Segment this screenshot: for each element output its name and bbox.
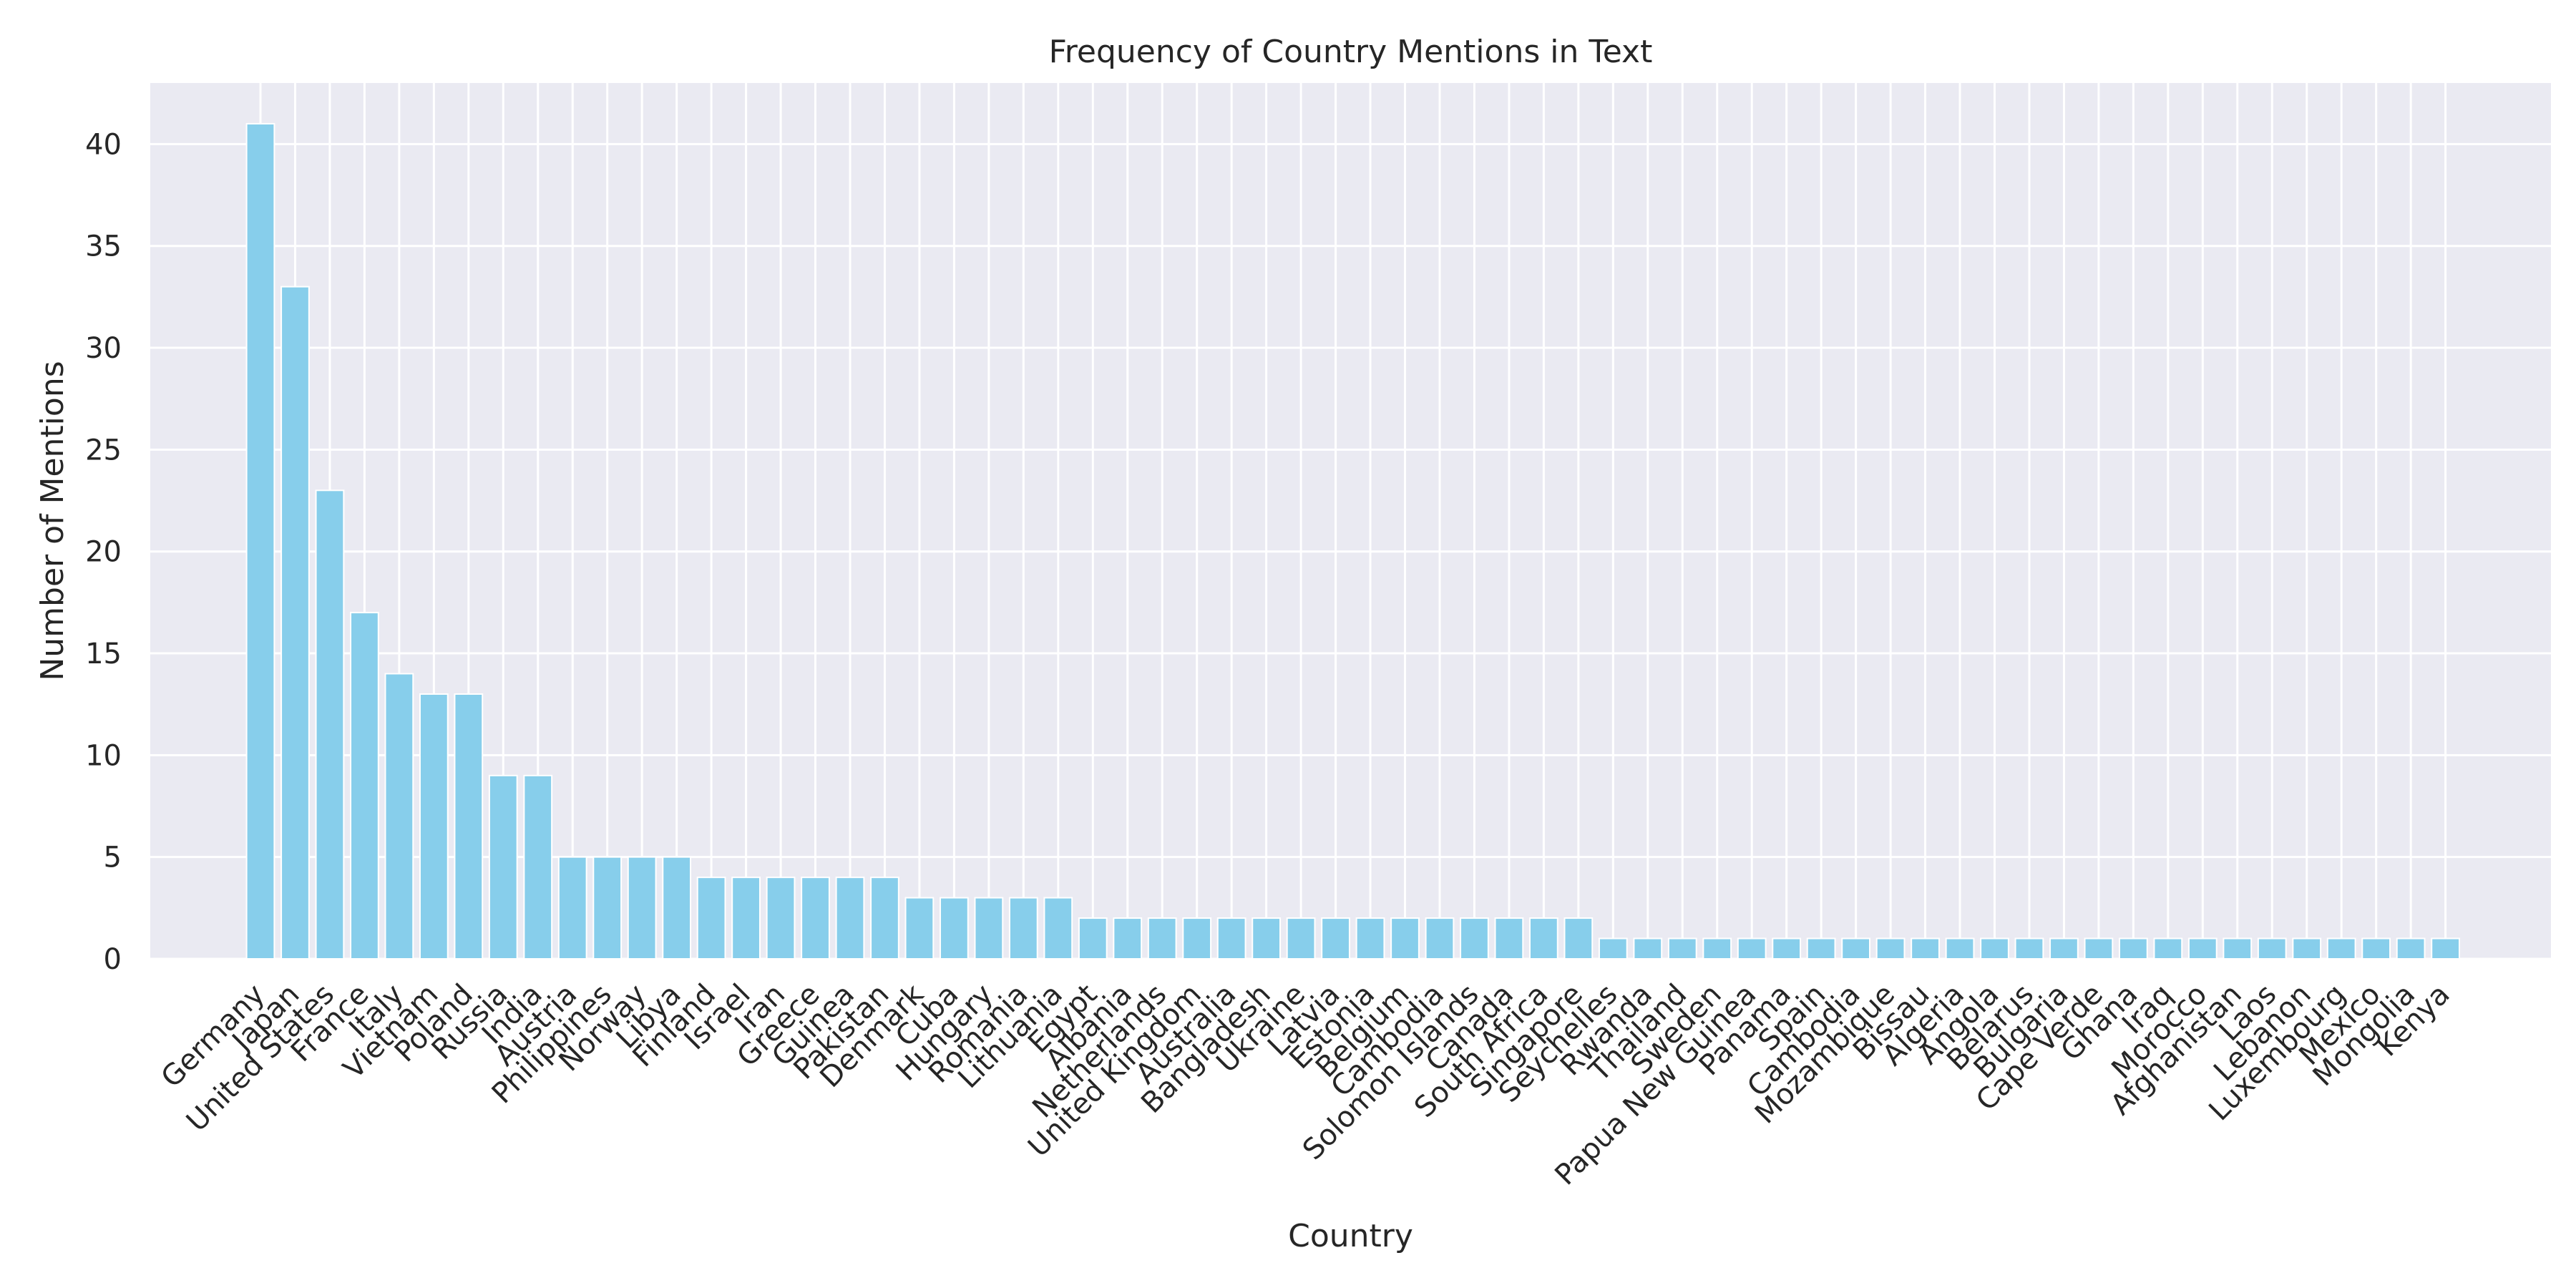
bar (627, 856, 657, 960)
bar (2292, 937, 2322, 960)
bar (835, 877, 865, 960)
bar (523, 774, 553, 960)
y-tick-label: 15 (85, 638, 122, 670)
y-tick-label: 40 (85, 128, 122, 161)
bar (2396, 937, 2426, 960)
bar (766, 877, 796, 960)
y-tick-labels: 0 5 10 15 20 25 30 35 40 (85, 128, 122, 976)
bar (280, 286, 310, 960)
bar (1494, 917, 1524, 960)
bar (1390, 917, 1420, 960)
bar (2084, 937, 2114, 960)
bar (662, 856, 692, 960)
bar (1737, 937, 1767, 960)
bar (1043, 897, 1073, 960)
bar (315, 489, 345, 960)
bar (940, 897, 969, 960)
bar (2326, 937, 2356, 960)
y-tick-label: 10 (85, 739, 122, 772)
bar (2431, 937, 2460, 960)
bar (1563, 917, 1594, 960)
chart-title: Frequency of Country Mentions in Text (1049, 34, 1653, 70)
bars (245, 122, 2460, 960)
y-tick-label: 30 (85, 332, 122, 365)
bar (384, 673, 414, 960)
bar (1355, 917, 1385, 960)
bar (1806, 937, 1836, 960)
bar (1980, 937, 2009, 960)
bar (2118, 937, 2148, 960)
bar (1702, 937, 1732, 960)
bar (696, 877, 726, 960)
y-tick-label: 0 (104, 943, 122, 976)
bar (731, 877, 761, 960)
y-tick-label: 20 (85, 536, 122, 569)
bar (1078, 917, 1108, 960)
bar (1182, 917, 1212, 960)
bar (2014, 937, 2044, 960)
y-tick-label: 25 (85, 434, 122, 467)
y-axis-label: Number of Mentions (34, 361, 71, 680)
bar (801, 877, 830, 960)
bar (2257, 937, 2287, 960)
bar (1598, 937, 1628, 960)
bar (419, 693, 449, 960)
bar (870, 877, 899, 960)
bar (1875, 937, 1906, 960)
bar (592, 856, 623, 960)
bar (454, 693, 484, 960)
bar (974, 897, 1004, 960)
bar (1147, 917, 1177, 960)
y-tick-label: 35 (85, 230, 122, 263)
bar (1841, 937, 1871, 960)
bar (1113, 917, 1143, 960)
bar (1252, 917, 1282, 960)
y-tick-label: 5 (104, 841, 122, 874)
bar (1008, 897, 1038, 960)
bar (1772, 937, 1802, 960)
bar (1667, 937, 1697, 960)
bar (1945, 937, 1975, 960)
bar (557, 856, 587, 960)
bar (1425, 917, 1455, 960)
bar (1286, 917, 1316, 960)
bar (2049, 937, 2079, 960)
bar (2187, 937, 2218, 960)
bar (1460, 917, 1489, 960)
bar (350, 612, 379, 960)
bar (1633, 937, 1663, 960)
x-axis-label: Country (1288, 1218, 1413, 1254)
bar (1216, 917, 1246, 960)
bar (488, 774, 518, 960)
bar (2153, 937, 2183, 960)
bar (1529, 917, 1558, 960)
bar (2223, 937, 2253, 960)
bar (1911, 937, 1940, 960)
bar (2361, 937, 2391, 960)
bar (1321, 917, 1350, 960)
bar (904, 897, 935, 960)
bar (245, 122, 275, 960)
